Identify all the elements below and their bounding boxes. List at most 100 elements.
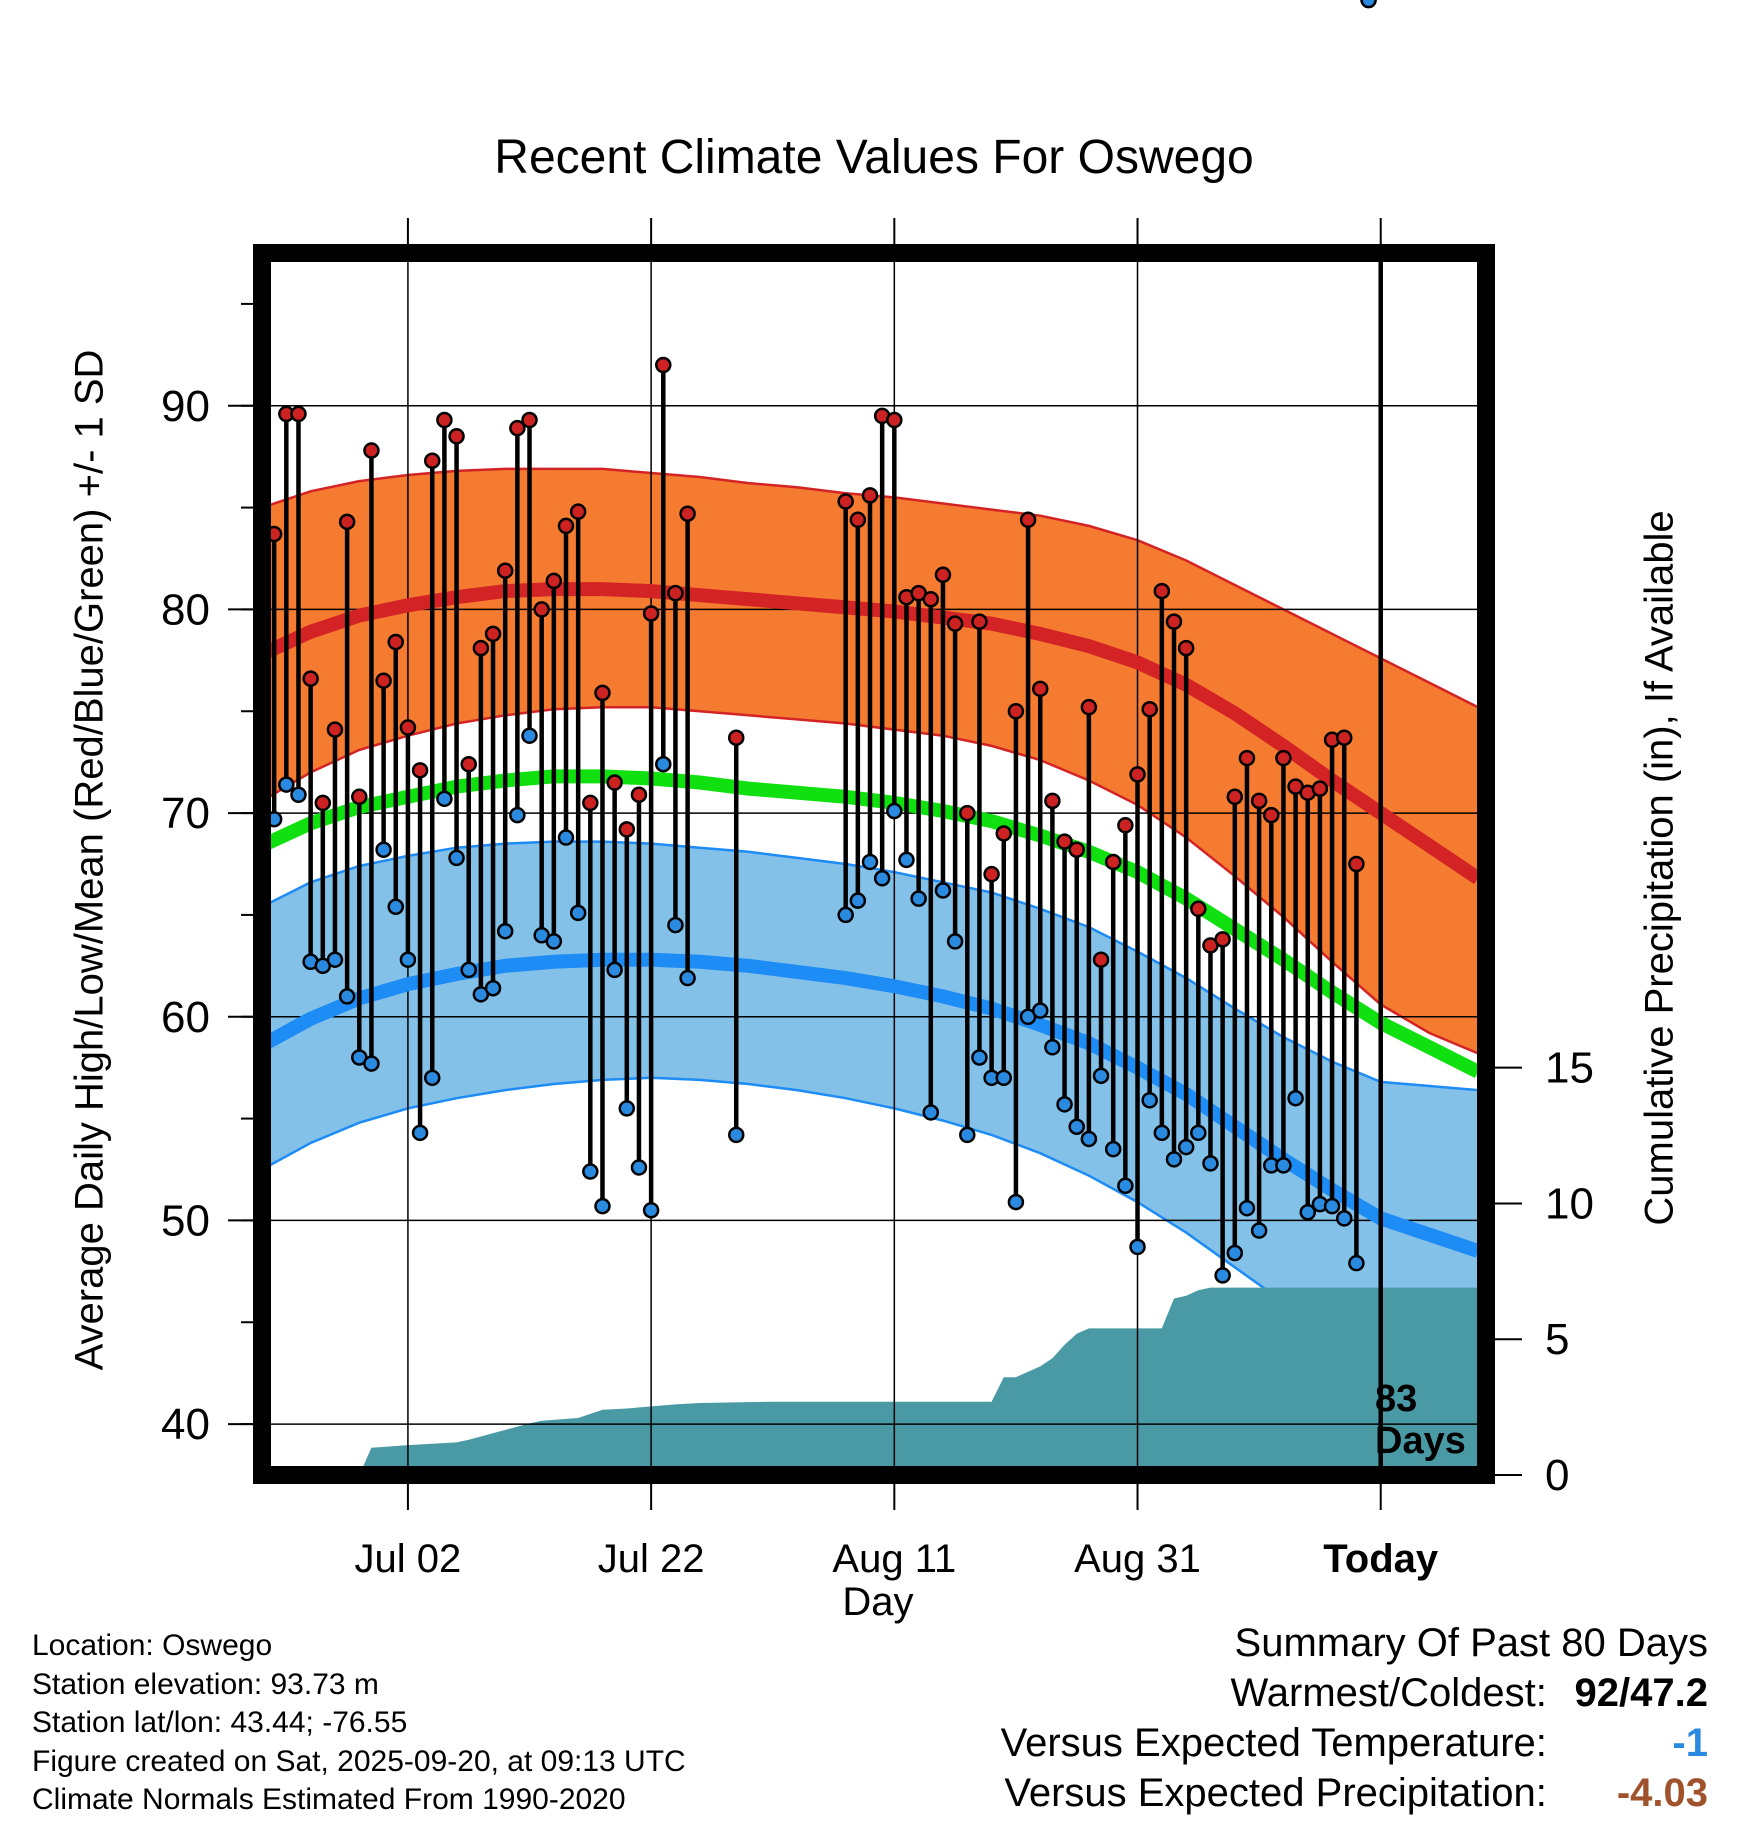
daily-high-point — [1068, 841, 1085, 858]
daily-low-point — [557, 829, 575, 846]
daily-high-point — [934, 566, 952, 584]
daily-high-point — [496, 562, 514, 579]
daily-low-point — [1275, 1157, 1292, 1174]
daily-low-point — [338, 988, 356, 1005]
daily-high-point — [1238, 749, 1256, 767]
daily-low-point — [387, 898, 405, 916]
x-tick-label: Today — [1323, 1537, 1439, 1581]
daily-low-point — [959, 1126, 976, 1144]
daily-low-point — [569, 904, 587, 922]
daily-high-point — [521, 411, 538, 429]
daily-high-point — [995, 825, 1013, 842]
x-tick-label: Jul 02 — [355, 1537, 462, 1581]
daily-low-point — [290, 786, 307, 804]
info-created: Figure created on Sat, 2025-09-20, at 09… — [32, 1744, 686, 1778]
daily-high-point — [1056, 833, 1073, 850]
temperature-value: -1 — [1672, 1721, 1708, 1765]
daily-low-point — [1238, 1199, 1256, 1217]
precipitation-value: -4.03 — [1616, 1771, 1708, 1815]
daily-high-point — [472, 639, 490, 657]
daily-low-point — [1056, 1096, 1073, 1113]
daily-low-point — [1153, 1124, 1171, 1142]
y2-tick-label: 0 — [1545, 1451, 1569, 1500]
daily-low-point — [436, 790, 453, 808]
daily-low-point — [1104, 1140, 1122, 1158]
daily-high-point — [533, 601, 550, 618]
daily-low-point — [1068, 1118, 1085, 1135]
daily-low-point — [278, 776, 295, 793]
x-tick-label: Aug 31 — [1074, 1537, 1201, 1581]
daily-low-point — [1287, 1089, 1304, 1107]
summary-warmest-coldest: Warmest/Coldest: 92/47.2 — [1001, 1668, 1709, 1718]
daily-high-point — [363, 442, 380, 459]
daily-low-point — [460, 961, 477, 979]
daily-high-point — [1190, 900, 1207, 918]
daily-high-point — [1044, 792, 1061, 810]
daily-high-point — [727, 729, 745, 746]
daily-high-point — [1007, 703, 1025, 720]
daily-low-point — [1202, 1155, 1219, 1172]
daily-high-point — [411, 762, 429, 779]
daily-low-point — [1117, 1177, 1134, 1195]
daily-high-point — [314, 794, 332, 812]
daily-low-point — [886, 802, 903, 820]
daily-high-point — [460, 755, 477, 773]
daily-low-point — [1031, 1002, 1049, 1019]
daily-low-point — [995, 1069, 1013, 1087]
daily-low-point — [934, 882, 952, 899]
y-tick-label: 80 — [161, 585, 210, 634]
daily-high-point — [1250, 792, 1268, 810]
daily-low-point — [849, 892, 867, 909]
daily-high-point — [436, 411, 453, 429]
axes: 40 50 60 70 80 90 0 5 10 15 Jul 02 Jul 22 Aug 11 Aug … — [161, 218, 1594, 1581]
daily-high-point — [642, 605, 660, 622]
daily-low-point — [326, 951, 344, 968]
daily-low-point — [1335, 1210, 1353, 1227]
daily-low-point — [1214, 1267, 1231, 1284]
daily-high-point — [679, 505, 696, 522]
daily-high-point — [509, 419, 526, 437]
daily-low-point — [1092, 1067, 1110, 1085]
daily-high-point — [375, 672, 392, 689]
daily-high-point — [423, 452, 441, 469]
daily-high-point — [1214, 931, 1231, 948]
daily-high-point — [1153, 582, 1171, 600]
daily-high-point — [582, 794, 599, 812]
daily-low-point — [971, 1049, 988, 1066]
daily-observations — [265, 0, 1377, 1284]
daily-low-point — [1323, 1197, 1341, 1215]
daily-high-point — [1031, 680, 1049, 698]
daily-low-point — [521, 727, 538, 744]
daily-high-point — [606, 774, 623, 791]
daily-low-point — [1250, 1222, 1268, 1239]
daily-high-point — [1165, 613, 1183, 630]
summary-heading: Summary Of Past 80 Days — [1234, 1621, 1708, 1665]
daily-high-point — [983, 865, 1000, 883]
y-tick-label: 50 — [161, 1196, 210, 1245]
daily-high-point — [302, 670, 319, 687]
daily-low-point — [448, 849, 465, 867]
daily-low-point — [1007, 1193, 1025, 1211]
daily-low-point — [509, 806, 526, 824]
y2-tick-label: 15 — [1545, 1044, 1594, 1093]
daily-low-point — [727, 1126, 745, 1144]
daily-low-point — [1177, 1138, 1195, 1156]
daily-high-point — [387, 633, 405, 651]
daily-low-point — [618, 1100, 636, 1117]
daily-high-point — [861, 487, 879, 504]
daily-high-point — [946, 615, 964, 632]
daily-low-point — [1044, 1039, 1061, 1056]
daily-low-point — [1190, 1124, 1207, 1142]
daily-low-point — [1226, 1244, 1244, 1262]
precipitation-label: Versus Expected Precipitation: — [1004, 1771, 1547, 1815]
summary-precipitation: Versus Expected Precipitation: -4.03 — [1001, 1768, 1708, 1818]
y-tick-label: 60 — [161, 993, 210, 1042]
daily-low-point — [861, 853, 879, 871]
daily-high-point — [484, 625, 502, 643]
daily-high-point — [1335, 729, 1353, 746]
summary-panel: Summary Of Past 80 Days Warmest/Coldest:… — [1001, 1618, 1708, 1818]
daily-high-point — [448, 428, 465, 445]
warmest-coldest-label: Warmest/Coldest: — [1230, 1671, 1547, 1715]
daily-low-point — [667, 916, 684, 934]
daily-high-point — [351, 788, 368, 806]
